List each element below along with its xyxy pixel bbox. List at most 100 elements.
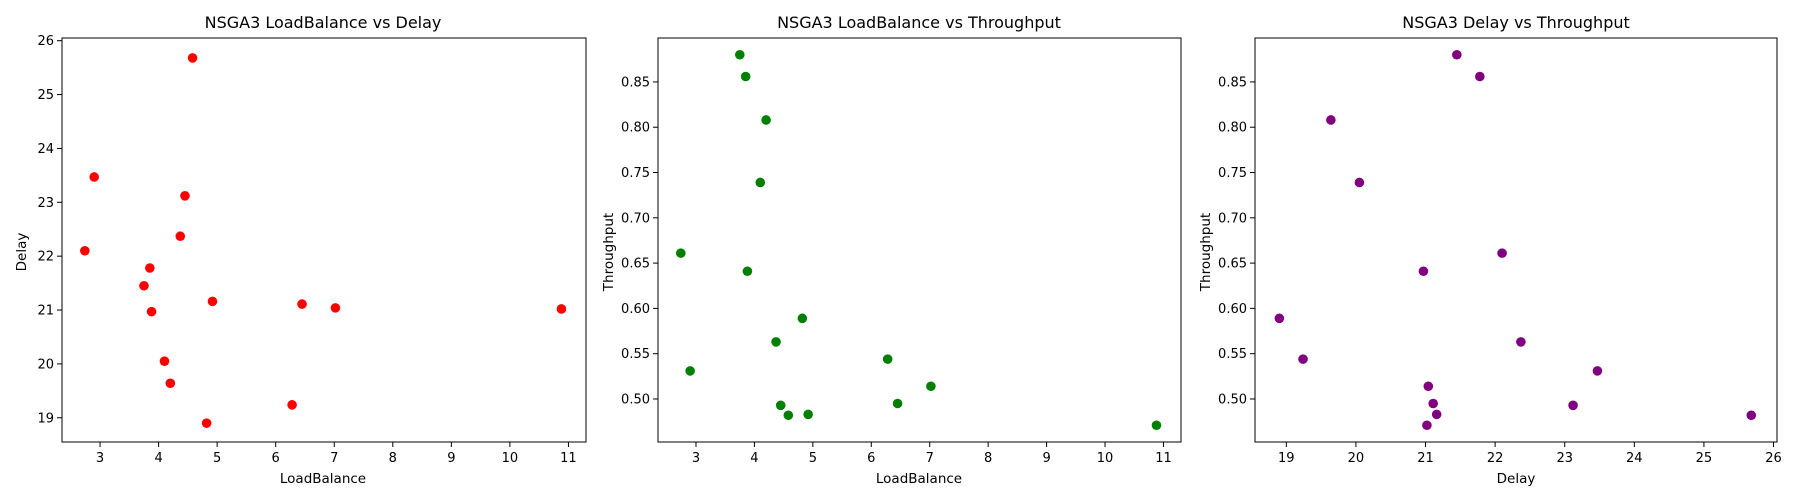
scatter-point xyxy=(1497,248,1507,258)
scatter-point xyxy=(145,263,155,273)
scatter-point xyxy=(685,366,695,376)
scatter-point xyxy=(1274,313,1285,324)
y-tick-label: 0.70 xyxy=(621,211,650,226)
scatter-point xyxy=(1428,398,1438,409)
x-tick-label: 25 xyxy=(1696,451,1713,466)
scatter-point xyxy=(287,400,297,410)
scatter-point xyxy=(1431,409,1442,420)
y-tick-label: 20 xyxy=(37,357,54,372)
y-axis-label: Delay xyxy=(14,233,30,272)
chart-panel-3: NSGA3 Delay vs Throughput Delay Throughp… xyxy=(1198,13,1782,487)
scatter-point xyxy=(1746,410,1757,421)
x-tick-label: 6 xyxy=(272,451,280,466)
scatter-point xyxy=(556,304,567,314)
scatter-point xyxy=(175,231,186,242)
x-tick-label: 3 xyxy=(692,451,700,466)
x-tick-label: 21 xyxy=(1417,451,1434,466)
scatter-point xyxy=(201,418,212,428)
x-tick-label: 4 xyxy=(750,451,758,466)
y-tick-label: 19 xyxy=(37,411,54,426)
scatter-point xyxy=(330,303,341,313)
y-tick-label: 0.60 xyxy=(621,302,650,317)
x-tick-label: 7 xyxy=(330,451,338,466)
scatter-point xyxy=(207,296,218,307)
x-tick-label: 19 xyxy=(1278,451,1295,466)
x-tick-label: 26 xyxy=(1765,451,1782,466)
x-tick-label: 9 xyxy=(447,451,455,466)
y-tick-label: 23 xyxy=(37,196,54,211)
scatter-point xyxy=(297,299,307,309)
y-tick-label: 0.50 xyxy=(1218,392,1247,407)
plot-area-frame xyxy=(657,37,1182,443)
x-tick-label: 6 xyxy=(867,451,875,466)
y-tick-label: 0.60 xyxy=(1218,302,1247,317)
plot-area-frame xyxy=(1254,37,1778,443)
scatter-point xyxy=(1418,266,1429,277)
x-axis-label: LoadBalance xyxy=(876,471,962,487)
x-tick-label: 10 xyxy=(502,451,519,466)
y-tick-label: 0.55 xyxy=(621,347,650,362)
x-tick-label: 10 xyxy=(1097,451,1114,466)
x-tick-label: 5 xyxy=(213,451,221,466)
y-tick-label: 0.80 xyxy=(1218,121,1247,136)
y-tick-label: 26 xyxy=(37,34,54,49)
x-tick-label: 4 xyxy=(154,451,162,466)
scatter-point xyxy=(675,248,686,258)
y-tick-label: 24 xyxy=(37,142,54,157)
y-tick-label: 22 xyxy=(37,250,54,265)
y-axis-label: Throughput xyxy=(601,213,617,292)
x-tick-label: 5 xyxy=(809,451,817,466)
scatter-point xyxy=(146,306,157,317)
scatter-point xyxy=(803,409,813,420)
chart-panel-1: NSGA3 LoadBalance vs Delay LoadBalance D… xyxy=(14,13,587,487)
scatter-point xyxy=(89,172,100,182)
y-tick-label: 0.50 xyxy=(621,392,650,407)
x-axis-label: LoadBalance xyxy=(280,471,366,487)
scatter-point xyxy=(1326,115,1336,125)
scatter-point xyxy=(1452,49,1462,60)
scatter-point xyxy=(1475,71,1485,82)
scatter-point xyxy=(892,398,903,409)
y-tick-label: 25 xyxy=(37,88,54,103)
x-tick-label: 22 xyxy=(1487,451,1504,466)
scatter-point xyxy=(926,381,936,392)
scatter-point xyxy=(139,280,149,291)
x-tick-label: 11 xyxy=(1155,451,1172,466)
x-axis-label: Delay xyxy=(1497,471,1536,487)
scatter-point xyxy=(80,245,90,256)
scatter-point xyxy=(1422,420,1432,431)
scatter-point xyxy=(165,378,176,389)
x-tick-label: 8 xyxy=(984,451,992,466)
scatter-point xyxy=(775,400,786,411)
y-tick-label: 0.80 xyxy=(621,121,650,136)
y-tick-label: 0.70 xyxy=(1218,211,1247,226)
scatter-point xyxy=(1568,400,1578,411)
chart-panel-2: NSGA3 LoadBalance vs Throughput LoadBala… xyxy=(601,13,1182,487)
scatter-point xyxy=(1423,381,1434,392)
y-tick-label: 0.75 xyxy=(621,166,650,181)
scatter-point xyxy=(180,191,190,201)
x-tick-label: 9 xyxy=(1042,451,1050,466)
scatter-point xyxy=(735,49,745,60)
y-axis-label: Throughput xyxy=(1198,213,1214,292)
y-tick-label: 21 xyxy=(37,304,54,319)
scatter-point xyxy=(783,410,794,421)
chart-title: NSGA3 LoadBalance vs Delay xyxy=(205,13,442,32)
scatter-point xyxy=(159,356,170,367)
scatter-point xyxy=(755,177,766,188)
scatter-point xyxy=(1516,337,1526,347)
chart-title: NSGA3 LoadBalance vs Throughput xyxy=(777,13,1061,32)
chart-title: NSGA3 Delay vs Throughput xyxy=(1402,13,1630,32)
scatter-point xyxy=(797,313,808,324)
x-tick-label: 8 xyxy=(389,451,397,466)
scatter-point xyxy=(882,354,893,364)
x-tick-label: 24 xyxy=(1626,451,1643,466)
y-tick-label: 0.85 xyxy=(621,75,650,90)
scatter-point xyxy=(740,71,751,82)
y-tick-label: 0.55 xyxy=(1218,347,1247,362)
scatter-point xyxy=(1354,177,1365,188)
x-tick-label: 7 xyxy=(926,451,934,466)
plot-area-frame xyxy=(61,37,587,443)
scatter-point xyxy=(187,53,198,63)
